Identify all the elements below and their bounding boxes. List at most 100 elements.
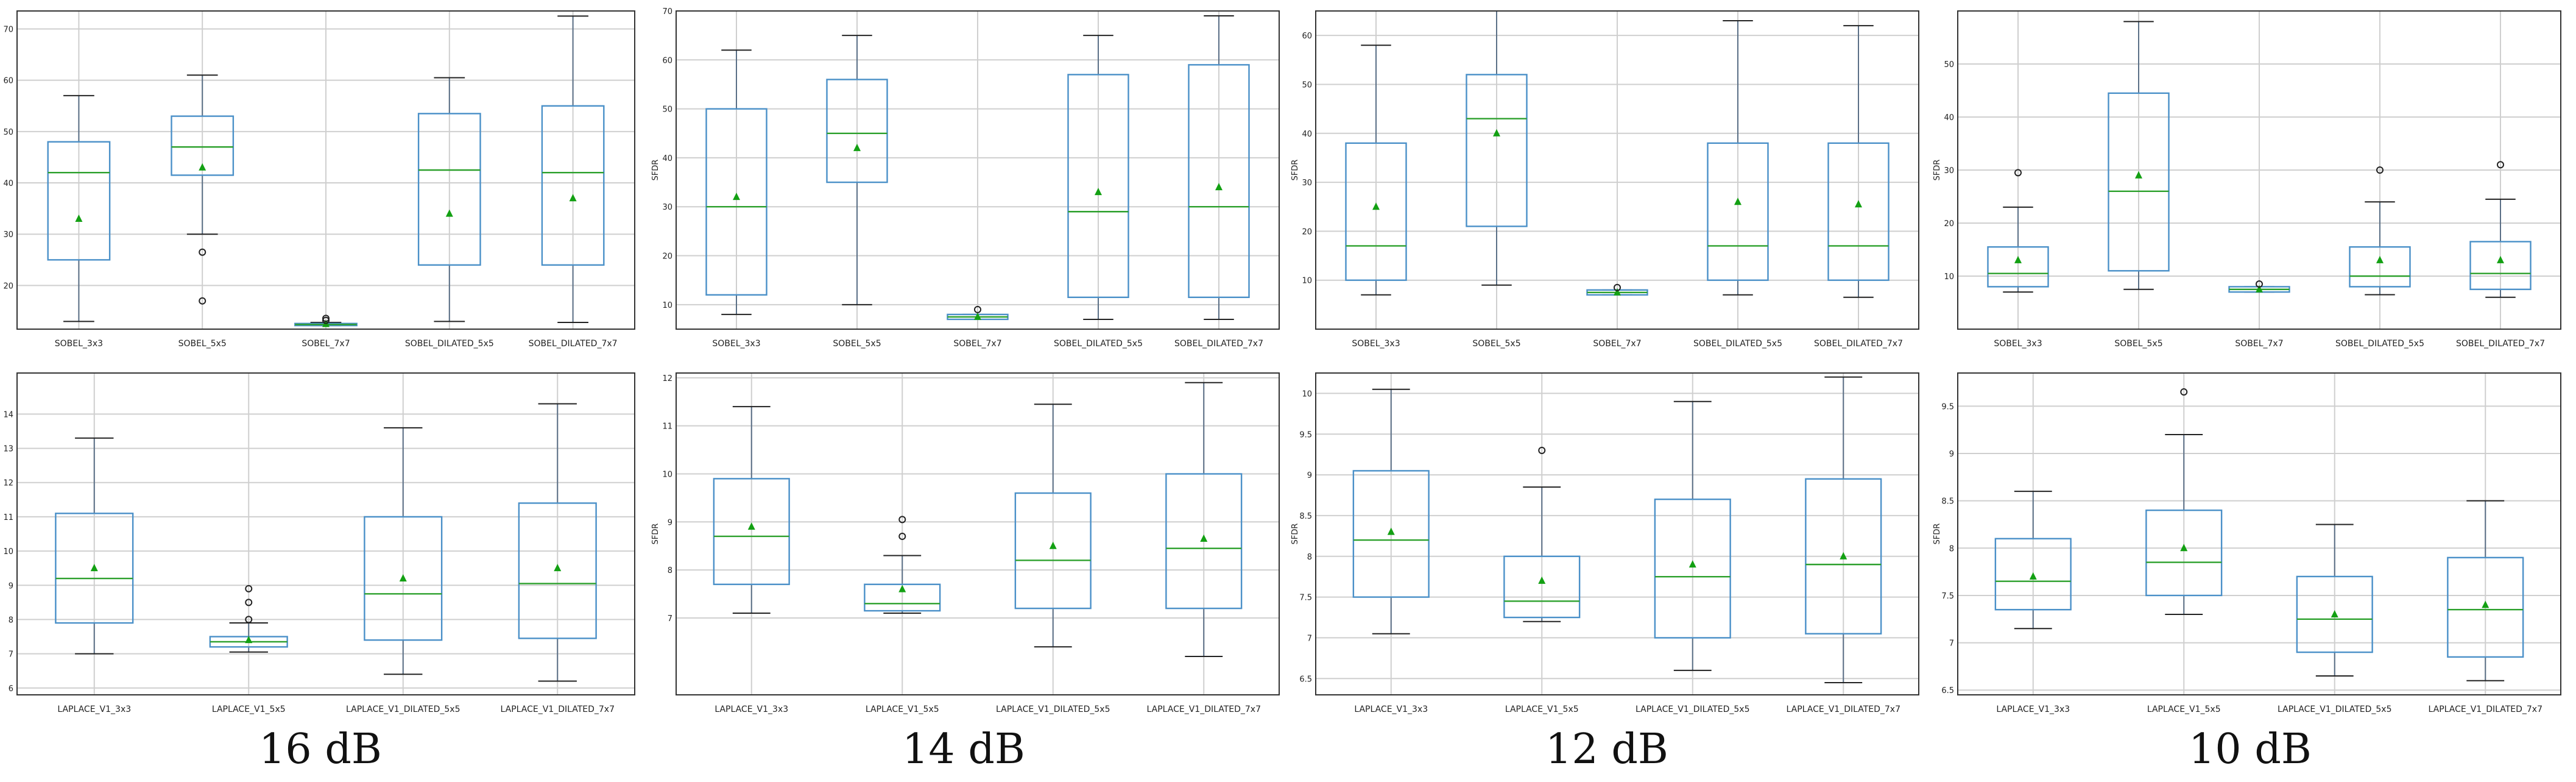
mean-marker <box>1387 527 1395 535</box>
outlier-point <box>2497 161 2504 169</box>
plot-frame <box>676 10 1280 330</box>
y-tick-label: 50 <box>1302 80 1312 90</box>
y-tick-label: 10 <box>1302 277 1312 286</box>
y-tick-label: 11 <box>3 513 13 522</box>
mean-marker <box>2256 285 2263 293</box>
x-tick-label: SOBEL_5x5 <box>1472 339 1520 349</box>
box-iqr <box>2447 556 2524 658</box>
box-iqr <box>1654 498 1731 639</box>
x-tick-label: LAPLACE_V1_DILATED_7x7 <box>501 705 615 714</box>
y-tick-label: 7.5 <box>1941 592 1954 601</box>
box-iqr <box>826 79 888 183</box>
x-tick-label: SOBEL_7x7 <box>302 339 350 349</box>
y-tick-label: 40 <box>1302 130 1312 139</box>
mean-marker <box>445 209 453 217</box>
box-iqr <box>2145 509 2223 597</box>
plot-frame <box>1957 372 2561 695</box>
y-axis-label: SFDR <box>651 524 660 545</box>
chart-panel-laplace-10db: 6.5 7 7.5 8 8.5 9 9.5 LAPLACE_V1_3x3 LAPLACE_V1_… <box>1933 372 2561 714</box>
y-tick-label: 6.5 <box>1299 675 1312 684</box>
x-tick-label: LAPLACE_V1_DILATED_5x5 <box>996 705 1110 714</box>
x-tick-label: LAPLACE_V1_DILATED_5x5 <box>1636 705 1750 714</box>
caption-10db: 10 dB <box>2189 725 2312 773</box>
y-tick-label: 40 <box>3 179 13 188</box>
plot-frame <box>1315 10 1919 330</box>
y-tick-label: 60 <box>662 56 672 65</box>
plot-frame <box>16 10 635 330</box>
y-tick-label: 7 <box>9 650 13 659</box>
y-tick-label: 30 <box>662 203 672 212</box>
box-iqr <box>1067 74 1129 298</box>
box-iqr <box>1987 246 2049 288</box>
x-tick-label: SOBEL_DILATED_7x7 <box>529 339 618 349</box>
box-iqr <box>55 513 134 624</box>
mean-marker <box>1689 560 1696 568</box>
x-tick-label: SOBEL_DILATED_5x5 <box>2335 339 2424 349</box>
box-iqr <box>1994 538 2072 611</box>
y-tick-label: 6 <box>9 684 13 694</box>
x-tick-label: LAPLACE_V1_DILATED_5x5 <box>346 705 461 714</box>
outlier-point <box>1538 446 1546 454</box>
y-tick-label: 60 <box>3 77 13 86</box>
mean-marker <box>1215 183 1223 191</box>
outlier-point <box>322 316 330 324</box>
y-axis-label: SFDR <box>1291 160 1300 181</box>
outlier-point <box>245 616 253 624</box>
y-tick-label: 20 <box>3 282 13 291</box>
mean-marker <box>1538 576 1546 584</box>
box-iqr <box>1466 74 1528 227</box>
x-tick-label: SOBEL_DILATED_7x7 <box>1174 339 1263 349</box>
chart-panel-laplace-14db: 7 8 9 10 11 12 LAPLACE_V1_3x3 LAPLACE_V1_5x5 LAP… <box>651 372 1280 714</box>
mean-marker <box>569 194 577 202</box>
mean-marker <box>1840 552 1847 560</box>
y-tick-label: 10 <box>662 470 672 479</box>
mean-marker <box>747 522 755 530</box>
y-tick-label: 40 <box>662 154 672 163</box>
y-tick-label: 60 <box>1302 32 1312 41</box>
x-tick-label: LAPLACE_V1_3x3 <box>57 705 131 714</box>
y-tick-label: 10 <box>3 547 13 556</box>
mean-marker <box>1855 200 1862 208</box>
x-tick-label: SOBEL_DILATED_5x5 <box>1693 339 1782 349</box>
caption-14db: 14 dB <box>902 725 1025 773</box>
outlier-point <box>2256 280 2263 288</box>
plot-frame <box>16 372 635 695</box>
x-tick-label: LAPLACE_V1_3x3 <box>715 705 788 714</box>
mean-marker <box>2029 572 2037 580</box>
mean-marker <box>199 163 206 171</box>
y-tick-label: 50 <box>662 105 672 115</box>
y-axis-label: SFDR <box>1291 524 1300 545</box>
y-tick-label: 20 <box>1302 227 1312 236</box>
chart-panel-sobel-14db: 10 20 30 40 50 60 70 SOBEL_3x3 SOBEL_5x5 SOBEL_7x… <box>651 7 1280 349</box>
x-tick-label: SOBEL_7x7 <box>1593 339 1641 349</box>
y-axis-label: SFDR <box>0 160 1 181</box>
box-iqr <box>705 108 768 296</box>
mean-marker <box>1049 541 1057 549</box>
mean-marker <box>75 214 83 222</box>
y-tick-label: 8.5 <box>1299 512 1312 521</box>
y-tick-label: 7.5 <box>1299 594 1312 603</box>
y-tick-label: 12 <box>662 374 672 383</box>
y-tick-label: 6.5 <box>1941 686 1954 695</box>
y-tick-label: 8 <box>1949 544 1954 553</box>
mean-marker <box>1734 197 1741 205</box>
box-iqr <box>364 516 443 641</box>
y-tick-label: 9.5 <box>1941 402 1954 411</box>
mean-marker <box>1614 288 1621 296</box>
box-iqr <box>541 105 605 266</box>
y-tick-label: 7 <box>668 614 672 624</box>
mean-marker <box>733 193 740 201</box>
x-tick-label: SOBEL_3x3 <box>712 339 760 349</box>
box-iqr <box>1165 473 1243 610</box>
outlier-point <box>2180 388 2188 396</box>
y-tick-label: 12 <box>3 479 13 488</box>
y-tick-label: 70 <box>662 7 672 16</box>
x-tick-label: SOBEL_DILATED_5x5 <box>405 339 494 349</box>
outlier-point <box>898 516 906 524</box>
chart-panel-sobel-16db: 20 30 40 50 60 70 SOBEL_3x3 SOBEL_5x5 SOBEL_7x7 S… <box>0 10 635 349</box>
mean-marker <box>1493 129 1500 137</box>
plot-frame <box>1957 10 2561 330</box>
caption-16db: 16 dB <box>259 725 382 773</box>
y-axis-label: SFDR <box>651 160 660 181</box>
plot-frame <box>1315 372 1919 695</box>
